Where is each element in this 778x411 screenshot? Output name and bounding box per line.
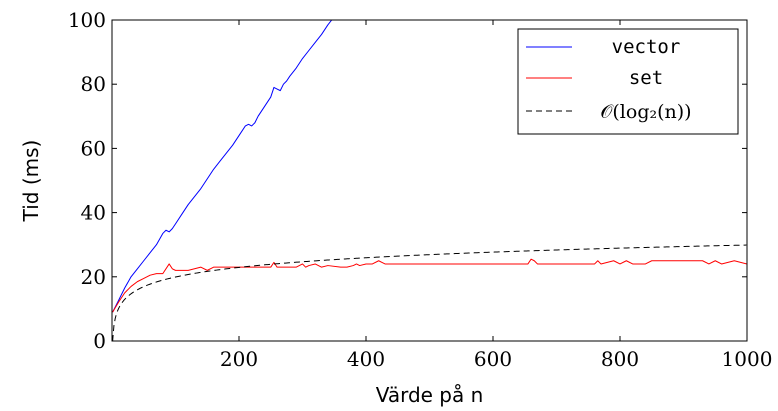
series-line-vector xyxy=(113,20,332,312)
legend-label-set: set xyxy=(629,67,663,89)
y-tick-label: 60 xyxy=(81,136,106,160)
y-tick-label: 40 xyxy=(81,201,106,225)
x-tick-label: 200 xyxy=(220,347,258,371)
y-tick-label: 20 xyxy=(81,265,106,289)
x-axis-label: Värde på n xyxy=(376,383,484,407)
series-line-log2 xyxy=(113,245,747,341)
x-tick-label: 1000 xyxy=(722,347,773,371)
x-tick-label: 800 xyxy=(601,347,639,371)
series-line-set xyxy=(113,259,747,312)
y-axis-label: Tid (ms) xyxy=(19,140,43,223)
y-tick-label: 0 xyxy=(93,329,106,353)
legend-label-vector: vector xyxy=(612,36,681,58)
x-tick-label: 400 xyxy=(347,347,385,371)
legend: vector set 𝒪(log₂(n)) xyxy=(518,29,738,134)
y-tick-label: 80 xyxy=(81,72,106,96)
legend-label-log: 𝒪(log₂(n)) xyxy=(600,101,691,123)
y-tick-label: 100 xyxy=(68,8,106,32)
x-tick-label: 600 xyxy=(474,347,512,371)
